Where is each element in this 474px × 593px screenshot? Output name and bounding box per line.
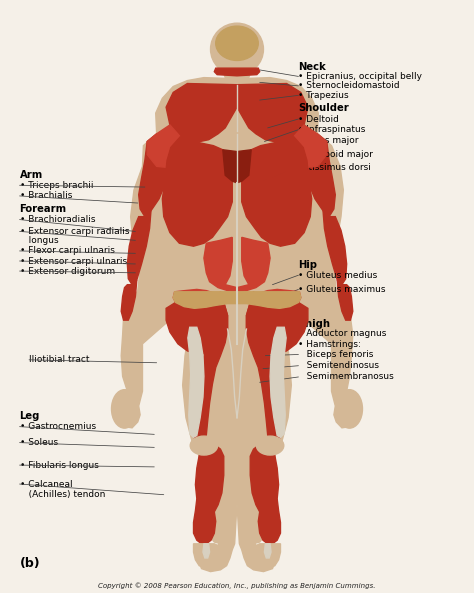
- Text: Copyright © 2008 Pearson Education, Inc., publishing as Benjamin Cummings.: Copyright © 2008 Pearson Education, Inc.…: [98, 582, 376, 588]
- Text: Shoulder: Shoulder: [299, 103, 349, 113]
- Polygon shape: [214, 68, 260, 76]
- Ellipse shape: [111, 390, 137, 428]
- Ellipse shape: [216, 26, 258, 60]
- Polygon shape: [337, 280, 353, 320]
- Text: Latissimus dorsi: Latissimus dorsi: [299, 163, 371, 172]
- Polygon shape: [204, 237, 270, 292]
- Text: Semimembranosus: Semimembranosus: [299, 372, 394, 381]
- Polygon shape: [323, 211, 346, 285]
- Text: • Hamstrings:: • Hamstrings:: [299, 340, 361, 349]
- Text: Leg: Leg: [19, 411, 40, 421]
- Polygon shape: [250, 444, 279, 515]
- Text: • Extensor carpi ulnaris: • Extensor carpi ulnaris: [19, 257, 127, 266]
- Polygon shape: [294, 125, 327, 168]
- Polygon shape: [242, 148, 312, 246]
- Polygon shape: [270, 327, 286, 437]
- Text: (Achilles) tendon: (Achilles) tendon: [19, 490, 105, 499]
- Text: Rhomboid major: Rhomboid major: [299, 150, 374, 159]
- Polygon shape: [166, 84, 308, 143]
- Polygon shape: [193, 499, 216, 544]
- Polygon shape: [195, 444, 224, 515]
- Text: • Brachialis: • Brachialis: [19, 192, 72, 200]
- Text: longus: longus: [19, 236, 58, 245]
- Polygon shape: [173, 289, 217, 308]
- Polygon shape: [171, 137, 228, 181]
- Polygon shape: [128, 211, 151, 285]
- Text: • Deltoid: • Deltoid: [299, 114, 339, 123]
- Polygon shape: [162, 148, 232, 246]
- Text: • Brachioradialis: • Brachioradialis: [19, 215, 95, 224]
- Polygon shape: [192, 292, 228, 444]
- Text: • Sternocleidomastoid: • Sternocleidomastoid: [299, 81, 400, 90]
- Text: • Infraspinatus: • Infraspinatus: [299, 125, 366, 134]
- Polygon shape: [203, 544, 210, 558]
- Text: Iliotibial tract: Iliotibial tract: [29, 355, 90, 364]
- Polygon shape: [173, 292, 301, 308]
- Polygon shape: [139, 134, 168, 216]
- Polygon shape: [258, 499, 281, 544]
- Text: (b): (b): [19, 557, 40, 570]
- Text: Semitendinosus: Semitendinosus: [299, 361, 380, 370]
- Polygon shape: [166, 292, 228, 355]
- Polygon shape: [246, 292, 282, 444]
- Text: Hip: Hip: [299, 260, 318, 270]
- Ellipse shape: [337, 390, 363, 428]
- Text: • Soleus: • Soleus: [19, 438, 58, 447]
- Text: • Teres major: • Teres major: [299, 136, 359, 145]
- Text: • Gastrocnemius: • Gastrocnemius: [19, 422, 96, 431]
- Polygon shape: [193, 544, 223, 569]
- Text: Thigh: Thigh: [299, 318, 330, 329]
- Ellipse shape: [190, 436, 218, 455]
- Polygon shape: [246, 137, 303, 181]
- Text: • Extensor digitorum: • Extensor digitorum: [19, 267, 115, 276]
- Text: • Flexor carpi ulnaris: • Flexor carpi ulnaris: [19, 247, 115, 256]
- Ellipse shape: [210, 23, 264, 75]
- Text: Forearm: Forearm: [19, 204, 67, 214]
- Text: • Gluteus medius: • Gluteus medius: [299, 270, 378, 280]
- Polygon shape: [264, 544, 271, 558]
- Text: • Adductor magnus: • Adductor magnus: [299, 329, 387, 338]
- Polygon shape: [121, 280, 137, 320]
- Text: Biceps femoris: Biceps femoris: [299, 350, 374, 359]
- Text: • Trapezius: • Trapezius: [299, 91, 349, 100]
- Text: • Gluteus maximus: • Gluteus maximus: [299, 285, 386, 294]
- Text: Arm: Arm: [19, 170, 43, 180]
- Polygon shape: [223, 150, 251, 183]
- Polygon shape: [118, 78, 356, 572]
- Polygon shape: [306, 134, 335, 216]
- Polygon shape: [246, 292, 308, 355]
- Text: • Epicranius, occipital belly: • Epicranius, occipital belly: [299, 72, 422, 81]
- Polygon shape: [257, 289, 301, 308]
- Polygon shape: [251, 544, 281, 569]
- Polygon shape: [147, 125, 180, 168]
- Text: Neck: Neck: [299, 62, 326, 72]
- Ellipse shape: [256, 436, 284, 455]
- Polygon shape: [224, 73, 250, 82]
- Text: • Extensor carpi radialis: • Extensor carpi radialis: [19, 227, 129, 236]
- Polygon shape: [188, 327, 204, 437]
- Text: • Calcaneal: • Calcaneal: [19, 480, 72, 489]
- Text: • Triceps brachii: • Triceps brachii: [19, 181, 93, 190]
- Text: • Fibularis longus: • Fibularis longus: [19, 461, 99, 470]
